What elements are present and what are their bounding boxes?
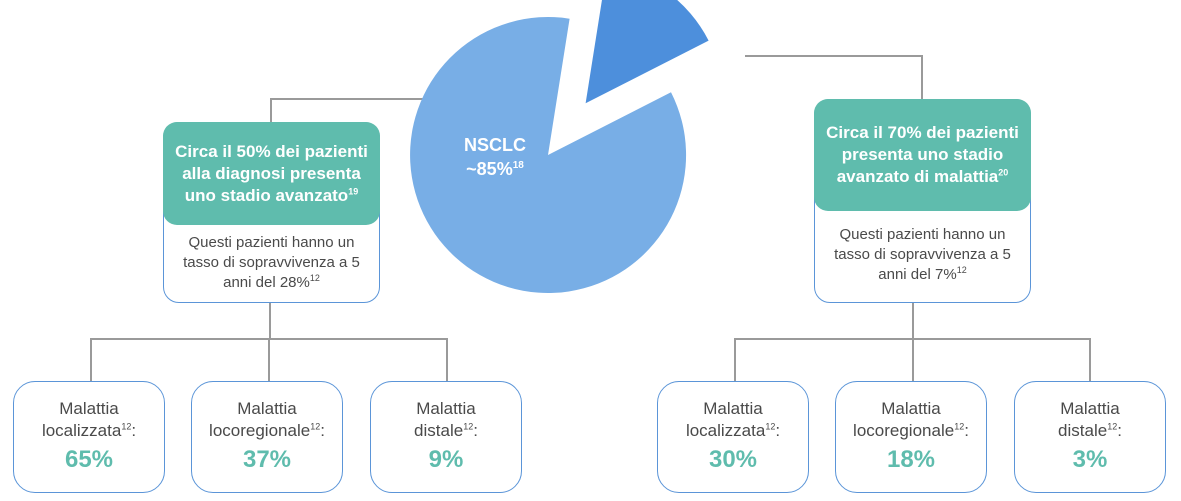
connector-pie-right-v xyxy=(921,55,923,99)
connector-right-stem xyxy=(912,303,914,339)
leaf-ref: 12 xyxy=(463,421,474,432)
pie-slice-nsclc xyxy=(410,17,687,294)
right-card-body: Questi pazienti hanno un tasso di soprav… xyxy=(820,225,1025,285)
right-card-heading-ref: 20 xyxy=(998,167,1009,178)
connector-left-drop-2 xyxy=(268,338,270,381)
leaf-value: 37% xyxy=(242,446,292,473)
left-card-body-ref: 12 xyxy=(309,273,320,283)
leaf-value: 18% xyxy=(886,446,936,473)
connector-pie-left-h xyxy=(270,98,460,100)
right-leaf-distal: Malattia distale12: 3% xyxy=(1014,381,1166,493)
sclc-label: SCLC ~15%18 xyxy=(658,59,758,107)
leaf-label-line2: locoregionale xyxy=(853,421,955,440)
connector-right-drop-3 xyxy=(1089,338,1091,381)
connector-left-drop-3 xyxy=(446,338,448,381)
nsclc-label: NSCLC ~85%18 xyxy=(440,133,550,181)
leaf-label: Malattia localizzata12: xyxy=(658,398,808,442)
left-card-body: Questi pazienti hanno un tasso di soprav… xyxy=(172,233,371,293)
leaf-value: 65% xyxy=(64,446,114,473)
left-card-heading-text: Circa il 50% dei pazienti alla diagnosi … xyxy=(175,141,368,205)
leaf-label-line1: Malattia xyxy=(59,399,119,418)
right-card-heading: Circa il 70% dei pazienti presenta uno s… xyxy=(814,99,1031,211)
leaf-label-line1: Malattia xyxy=(1060,399,1120,418)
sclc-value: ~15% xyxy=(679,85,726,105)
connector-pie-right-h xyxy=(745,55,922,57)
leaf-value: 9% xyxy=(428,446,464,473)
left-card-heading: Circa il 50% dei pazienti alla diagnosi … xyxy=(163,122,380,225)
leaf-label-line1: Malattia xyxy=(881,399,941,418)
left-card-body-text: Questi pazienti hanno un tasso di soprav… xyxy=(183,234,360,291)
connector-pie-left-v xyxy=(270,98,272,122)
leaf-label-line2: localizzata xyxy=(685,421,766,440)
sclc-name: SCLC xyxy=(683,61,733,81)
leaf-label: Malattia distale12: xyxy=(1015,398,1165,442)
connector-left-stem xyxy=(269,303,271,339)
leaf-label: Malattia locoregionale12: xyxy=(192,398,342,442)
right-leaf-locoregional: Malattia locoregionale12: 18% xyxy=(835,381,987,493)
leaf-label-line2: locoregionale xyxy=(209,421,311,440)
leaf-label: Malattia distale12: xyxy=(371,398,521,442)
leaf-label-line2: distale xyxy=(1058,421,1108,440)
leaf-ref: 12 xyxy=(1107,421,1118,432)
right-card-body-ref: 12 xyxy=(956,265,967,275)
leaf-label-line2: distale xyxy=(414,421,464,440)
right-card-body-text: Questi pazienti hanno un tasso di soprav… xyxy=(834,226,1011,283)
left-leaf-locoregional: Malattia locoregionale12: 37% xyxy=(191,381,343,493)
right-leaf-localized: Malattia localizzata12: 30% xyxy=(657,381,809,493)
leaf-value: 3% xyxy=(1072,446,1108,473)
leaf-ref: 12 xyxy=(310,421,321,432)
leaf-value: 30% xyxy=(708,446,758,473)
leaf-ref: 12 xyxy=(121,421,132,432)
leaf-label-line1: Malattia xyxy=(416,399,476,418)
connector-right-drop-1 xyxy=(734,338,736,381)
left-leaf-localized: Malattia localizzata12: 65% xyxy=(13,381,165,493)
nsclc-value: ~85% xyxy=(466,159,513,179)
connector-right-drop-2 xyxy=(912,338,914,381)
left-card-heading-ref: 19 xyxy=(348,185,359,196)
nsclc-name: NSCLC xyxy=(464,135,526,155)
sclc-ref: 18 xyxy=(725,86,737,97)
pie-slice-sclc xyxy=(585,0,709,104)
left-leaf-distal: Malattia distale12: 9% xyxy=(370,381,522,493)
leaf-ref: 12 xyxy=(765,421,776,432)
nsclc-ref: 18 xyxy=(512,160,524,171)
leaf-label: Malattia localizzata12: xyxy=(14,398,164,442)
leaf-ref: 12 xyxy=(954,421,965,432)
leaf-label: Malattia locoregionale12: xyxy=(836,398,986,442)
leaf-label-line1: Malattia xyxy=(703,399,763,418)
leaf-label-line2: localizzata xyxy=(41,421,122,440)
right-card-heading-text: Circa il 70% dei pazienti presenta uno s… xyxy=(826,123,1019,186)
connector-left-drop-1 xyxy=(90,338,92,381)
leaf-label-line1: Malattia xyxy=(237,399,297,418)
